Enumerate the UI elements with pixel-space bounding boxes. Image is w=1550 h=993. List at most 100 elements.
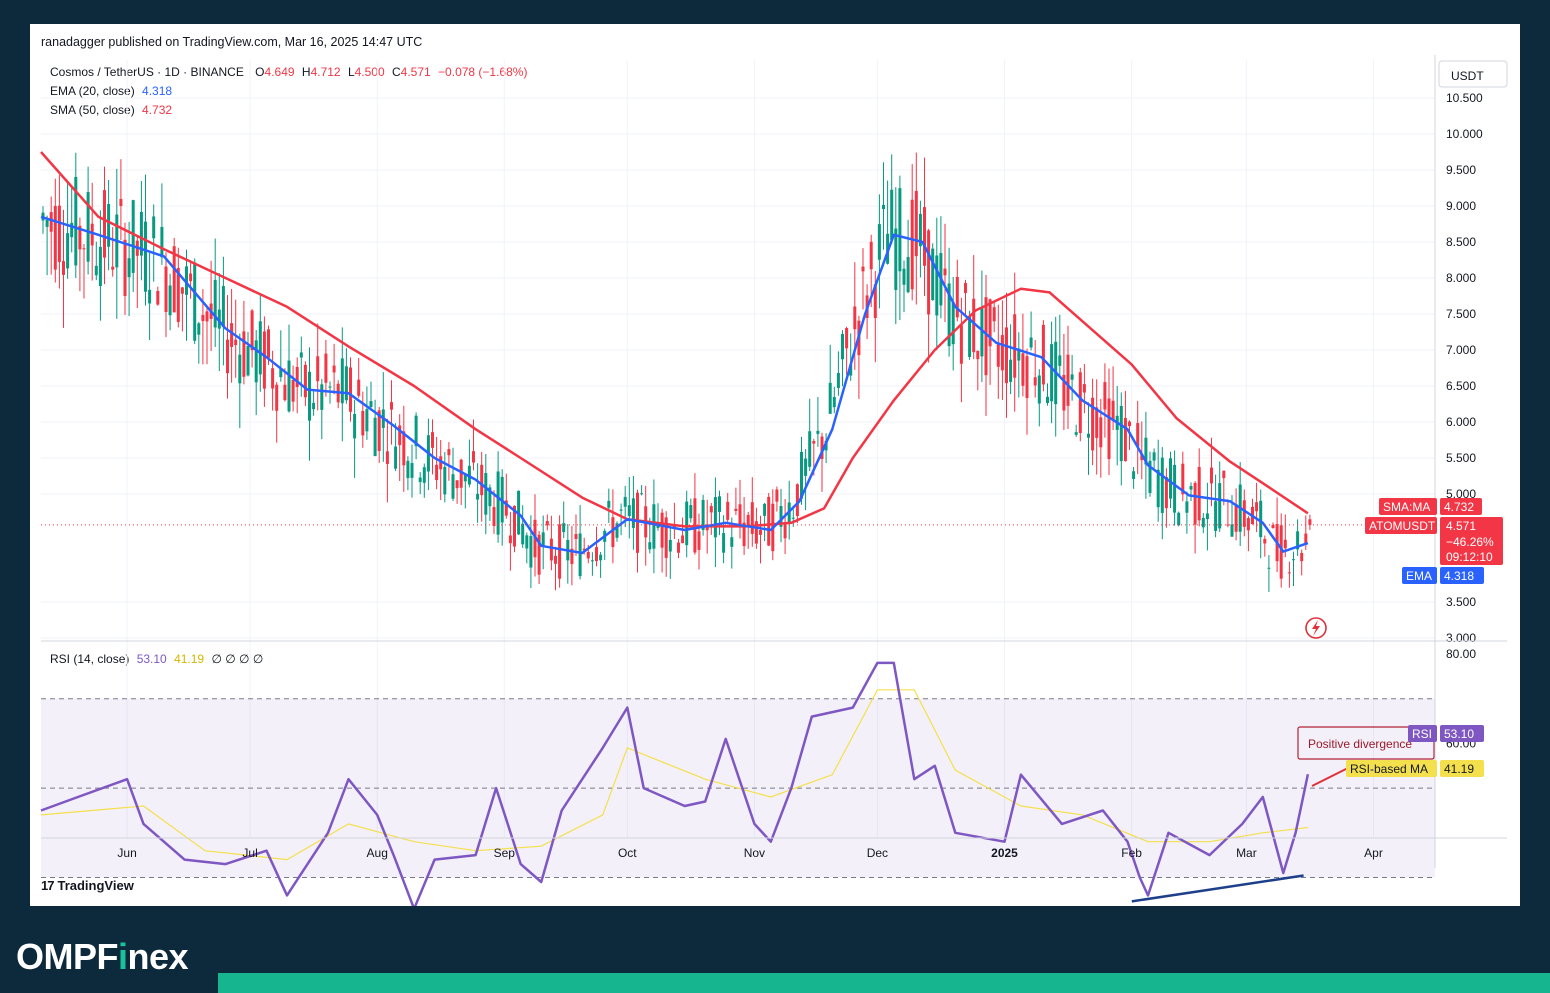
candle-body (312, 402, 316, 410)
candle-body (189, 273, 193, 282)
candle-body (611, 517, 615, 548)
candle-body (303, 364, 307, 398)
candle-body (1242, 500, 1246, 527)
x-tick-label: 2025 (991, 846, 1018, 860)
candle-body (217, 309, 221, 329)
candle-body (976, 350, 980, 360)
candle-body (537, 534, 541, 575)
candle-body (422, 467, 426, 483)
candle-body (234, 339, 238, 346)
rsi-label-badge-bg (1408, 725, 1437, 742)
candles (41, 152, 1312, 592)
candle-body (701, 499, 705, 530)
candle-body (156, 290, 160, 305)
candle-body (726, 501, 730, 520)
candle-body (972, 298, 976, 353)
candle-body (713, 497, 717, 538)
rsi-lines (40, 661, 1435, 911)
candle-body (98, 246, 102, 287)
currency-box (1438, 60, 1508, 88)
symbol-name: Cosmos / TetherUS · 1D · BINANCE (50, 65, 244, 79)
rsi-value-badge: 53.10 (1444, 727, 1474, 741)
candle-body (414, 415, 418, 447)
candle-body (1267, 567, 1271, 569)
candle-body (1095, 407, 1099, 438)
candle-body (1021, 353, 1025, 386)
candle-body (845, 328, 849, 349)
price-badges: SMA:MA 4.732 ATOMUSDT 4.571 −46.26%09:12:10 E… (1305, 498, 1503, 777)
candle-body (258, 321, 262, 375)
candle-body (861, 266, 865, 272)
candle-body (685, 501, 689, 546)
candle-body (914, 190, 918, 257)
candle-body (1062, 374, 1066, 411)
sma-legend[interactable]: SMA (50, close) 4.732 (50, 103, 172, 117)
close-value: 4.571 (400, 65, 431, 79)
candle-body (459, 459, 463, 488)
candle-body (1205, 513, 1209, 520)
candle-body (521, 523, 525, 545)
candle-body (451, 474, 455, 499)
price-tick-label: 10.000 (1446, 127, 1483, 141)
candle-body (902, 268, 906, 285)
candle-body (1246, 518, 1250, 531)
candle-body (812, 440, 816, 444)
indicator-lines (40, 151, 1435, 555)
price-tick-label: 10.500 (1446, 91, 1483, 105)
x-tick-label: Mar (1236, 846, 1257, 860)
candle-body (1152, 452, 1156, 461)
candle-body (1037, 375, 1041, 404)
candle-body (226, 339, 229, 374)
candle-body (152, 216, 156, 239)
symbol-legend[interactable]: Cosmos / TetherUS · 1D · BINANCE O4.649 … (50, 65, 527, 79)
candle-body (62, 261, 65, 275)
candle-body (340, 358, 344, 404)
candle-body (123, 239, 127, 297)
candle-body (935, 255, 939, 316)
rsi-legend-label: RSI (14, close) (50, 652, 130, 666)
candle-body (1181, 463, 1185, 495)
price-tick-label: 8.000 (1446, 271, 1476, 285)
candle-body (1041, 324, 1045, 385)
candle-body (931, 248, 935, 301)
price-value: 4.571 (1446, 519, 1476, 533)
candle-body (168, 285, 172, 316)
candle-body (808, 431, 812, 467)
candle-body (828, 382, 832, 414)
candle-body (144, 221, 147, 292)
top-bar (0, 0, 1550, 24)
candle-body (804, 458, 808, 476)
candle-body (111, 266, 115, 270)
candle-body (402, 431, 406, 466)
candle-body (53, 205, 57, 270)
candle-body (681, 535, 685, 544)
ema-legend[interactable]: EMA (20, close) 4.318 (50, 84, 172, 98)
tradingview-logo: 17 TradingView (41, 878, 134, 893)
candle-body (980, 307, 984, 357)
price-tick-label: 6.500 (1446, 379, 1476, 393)
currency-label[interactable]: USDT (1451, 69, 1484, 83)
candle-body (590, 560, 594, 562)
candle-body (406, 460, 410, 479)
candle-body (435, 464, 439, 481)
candle-body (418, 477, 422, 483)
rsi-ma-label-badge: RSI-based MA (1350, 762, 1428, 776)
candle-body (1013, 314, 1017, 378)
sma-label-badge-bg (1379, 498, 1437, 515)
candle-body (791, 517, 795, 519)
candle-body (1255, 502, 1259, 512)
candle-body (1222, 470, 1226, 479)
high-label: H (301, 65, 311, 79)
candle-body (1087, 433, 1090, 438)
candle-body (1259, 500, 1263, 538)
candle-body (1201, 517, 1205, 528)
candle-body (750, 502, 754, 534)
candle-body (1193, 483, 1197, 525)
rsi-legend-value: 53.10 (136, 652, 167, 666)
candle-body (205, 311, 209, 322)
candle-body (689, 505, 693, 519)
ema-value-badge: 4.318 (1444, 569, 1474, 583)
candle-body (1230, 524, 1234, 537)
candle-body (49, 212, 53, 232)
